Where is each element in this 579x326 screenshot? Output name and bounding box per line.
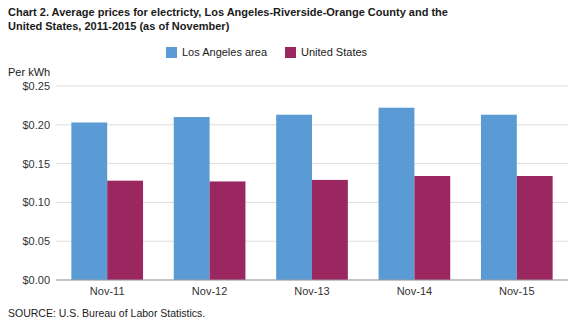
source: SOURCE: U.S. Bureau of Labor Statistics. bbox=[8, 307, 205, 319]
bar bbox=[174, 117, 210, 280]
bar bbox=[312, 180, 348, 280]
x-tick-label: Nov-13 bbox=[294, 285, 329, 297]
bar bbox=[210, 181, 246, 280]
y-tick-label: $0.20 bbox=[22, 119, 50, 131]
bar bbox=[107, 181, 143, 280]
chart: Chart 2. Average prices for electricty, … bbox=[0, 0, 579, 326]
y-axis-label: Per kWh bbox=[8, 66, 50, 78]
bar bbox=[481, 115, 517, 280]
x-tick-label: Nov-12 bbox=[192, 285, 227, 297]
grid-line bbox=[56, 280, 568, 281]
bar bbox=[276, 115, 312, 280]
bar bbox=[71, 122, 107, 280]
x-tick-label: Nov-15 bbox=[499, 285, 534, 297]
legend: Los Angeles area United States bbox=[166, 46, 368, 58]
y-tick-label: $0.05 bbox=[22, 235, 50, 247]
bar bbox=[379, 108, 415, 280]
y-tick-label: $0.00 bbox=[22, 274, 50, 286]
bar bbox=[414, 176, 450, 280]
x-axis-line bbox=[56, 280, 568, 281]
legend-swatch bbox=[285, 47, 296, 58]
y-tick-label: $0.25 bbox=[22, 80, 50, 92]
title-line: Chart 2. Average prices for electricty, … bbox=[8, 6, 448, 18]
legend-swatch bbox=[166, 47, 177, 58]
title-line: United States, 2011-2015 (as of November… bbox=[8, 20, 230, 32]
title: Chart 2. Average prices for electricty, … bbox=[8, 6, 448, 32]
legend-label: Los Angeles area bbox=[182, 46, 268, 58]
x-tick-label: Nov-14 bbox=[397, 285, 432, 297]
y-tick-label: $0.10 bbox=[22, 196, 50, 208]
grid-line bbox=[56, 86, 568, 87]
legend-label: United States bbox=[301, 46, 368, 58]
y-tick-label: $0.15 bbox=[22, 158, 50, 170]
x-tick-label: Nov-11 bbox=[90, 285, 125, 297]
bar bbox=[517, 176, 553, 280]
background bbox=[0, 0, 579, 326]
bars bbox=[71, 108, 552, 280]
